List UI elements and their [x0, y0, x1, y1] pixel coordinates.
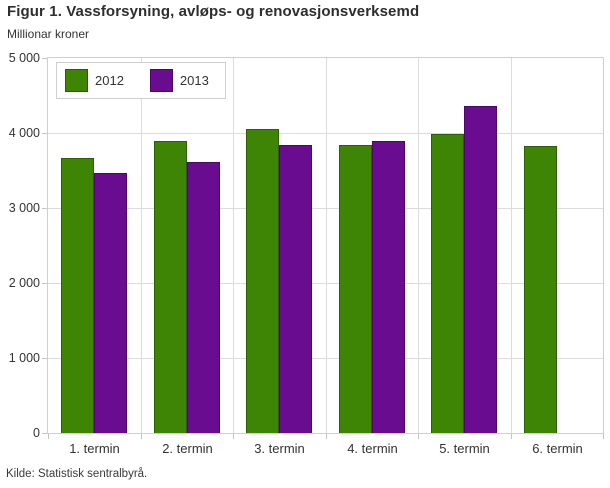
plot-area — [47, 57, 604, 434]
x-axis-label: 6. termin — [532, 441, 583, 456]
legend-label-2012: 2012 — [95, 73, 124, 88]
x-axis-tick — [326, 434, 327, 439]
bar-2013-3-termin[interactable] — [279, 145, 312, 433]
y-axis-label: 1 000 — [8, 351, 40, 365]
y-axis-tick — [42, 208, 47, 209]
bar-2012-2-termin[interactable] — [154, 141, 187, 433]
bar-2013-1-termin[interactable] — [94, 173, 127, 433]
x-axis-label: 2. termin — [162, 441, 213, 456]
y-axis-label: 3 000 — [8, 201, 40, 215]
x-gridline — [326, 58, 327, 433]
y-axis-tick — [42, 133, 47, 134]
x-gridline — [511, 58, 512, 433]
x-axis-label: 3. termin — [254, 441, 305, 456]
legend: 2012 2013 — [56, 62, 226, 99]
y-gridline — [48, 358, 603, 359]
x-axis-tick — [511, 434, 512, 439]
x-gridline — [233, 58, 234, 433]
figure-title: Figur 1. Vassforsyning, avløps- og renov… — [7, 3, 420, 20]
x-axis-label: 4. termin — [347, 441, 398, 456]
x-axis-tick — [233, 434, 234, 439]
source-note: Kilde: Statistisk sentralbyrå. — [6, 468, 148, 480]
y-axis-label: 4 000 — [8, 126, 40, 140]
y-gridline — [48, 133, 603, 134]
legend-label-2013: 2013 — [179, 73, 209, 88]
y-gridline — [48, 283, 603, 284]
x-gridline — [141, 58, 142, 433]
bar-2012-1-termin[interactable] — [61, 158, 94, 433]
x-axis-tick — [48, 434, 49, 439]
legend-swatch-2013 — [149, 69, 173, 92]
x-axis-tick — [141, 434, 142, 439]
bar-2012-3-termin[interactable] — [246, 129, 279, 433]
x-axis-tick — [603, 434, 604, 439]
bar-2012-6-termin[interactable] — [524, 146, 557, 433]
legend-item-2013[interactable]: 2013 — [149, 69, 209, 92]
y-axis-tick — [42, 58, 47, 59]
y-axis-tick — [42, 283, 47, 284]
legend-item-2012[interactable]: 2012 — [65, 69, 124, 92]
y-axis-label: 2 000 — [8, 276, 40, 290]
y-axis-tick — [42, 433, 47, 434]
bar-2012-4-termin[interactable] — [339, 145, 372, 433]
y-gridline — [48, 208, 603, 209]
x-axis-label: 5. termin — [439, 441, 490, 456]
x-axis-tick — [418, 434, 419, 439]
y-axis-label: 5 000 — [8, 51, 40, 65]
bar-2013-5-termin[interactable] — [464, 106, 497, 433]
bar-2012-5-termin[interactable] — [431, 134, 464, 433]
x-gridline — [418, 58, 419, 433]
y-axis-label: 0 — [33, 426, 40, 440]
bar-2013-2-termin[interactable] — [187, 162, 220, 433]
legend-swatch-2012 — [65, 69, 88, 92]
x-axis-label: 1. termin — [69, 441, 120, 456]
bar-2013-4-termin[interactable] — [372, 141, 405, 433]
y-axis-tick — [42, 358, 47, 359]
figure-subtitle: Millionar kroner — [7, 27, 90, 41]
